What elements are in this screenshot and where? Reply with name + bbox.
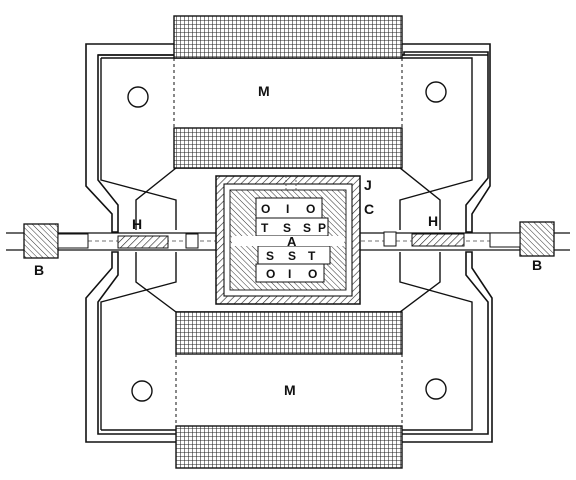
upper-block-labels: O I O T S S P (261, 202, 326, 235)
label-lower-o-left: O (266, 267, 275, 281)
label-c: C (364, 201, 374, 217)
label-upper-p: P (318, 221, 326, 235)
bolt-holes (127, 81, 447, 402)
label-upper-t: T (261, 221, 269, 235)
label-h-right: H (428, 213, 438, 229)
label-upper-o-left: O (261, 202, 270, 216)
central-chamber (215, 175, 361, 305)
bolt-hole (425, 378, 447, 400)
magnet-bottom: M (175, 311, 403, 469)
label-upper-i: I (286, 202, 289, 216)
label-b-right: B (532, 257, 542, 273)
bolt-hole (131, 380, 153, 402)
label-lower-s-mid: S (288, 249, 296, 263)
label-lower-t: T (308, 249, 316, 263)
label-upper-o-right: O (306, 202, 315, 216)
label-lower-s-left: S (266, 249, 274, 263)
label-upper-s1: S (283, 221, 291, 235)
label-lower-o-right: O (308, 267, 317, 281)
label-upper-s2: S (303, 221, 311, 235)
label-lower-i: I (288, 267, 291, 281)
label-b-left: B (34, 262, 44, 278)
label-j: J (364, 177, 372, 193)
label-h-left: H (132, 216, 142, 232)
label-a: A (287, 234, 297, 249)
bolt-hole (127, 86, 149, 108)
magnet-top: M (173, 15, 403, 169)
label-m-top: M (258, 83, 270, 99)
bolt-hole (425, 81, 447, 103)
label-m-bottom: M (284, 382, 296, 398)
lower-block-labels: S S T O I O (266, 249, 317, 281)
